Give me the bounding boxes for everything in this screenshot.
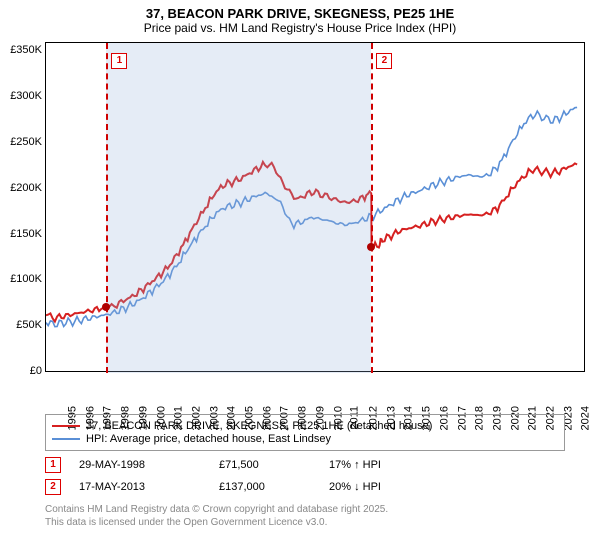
transaction-marker: 1 xyxy=(111,53,127,69)
y-axis-label: £200K xyxy=(2,182,42,194)
legend-item-series-1: 37, BEACON PARK DRIVE, SKEGNESS, PE25 1H… xyxy=(52,420,558,432)
legend-and-footer: 37, BEACON PARK DRIVE, SKEGNESS, PE25 1H… xyxy=(45,414,565,529)
legend-label-2: HPI: Average price, detached house, East… xyxy=(86,433,331,445)
transaction-price: £137,000 xyxy=(219,481,329,493)
chart-subtitle: Price paid vs. HM Land Registry's House … xyxy=(0,21,600,37)
y-axis-label: £50K xyxy=(2,319,42,331)
legend-box: 37, BEACON PARK DRIVE, SKEGNESS, PE25 1H… xyxy=(45,414,565,451)
chart-title: 37, BEACON PARK DRIVE, SKEGNESS, PE25 1H… xyxy=(0,0,600,21)
transaction-marker-inline: 2 xyxy=(45,479,61,495)
transaction-delta: 20% ↓ HPI xyxy=(329,481,381,493)
y-axis-label: £0 xyxy=(2,365,42,377)
y-axis-label: £350K xyxy=(2,44,42,56)
y-axis-label: £100K xyxy=(2,273,42,285)
transaction-marker-inline: 1 xyxy=(45,457,61,473)
legend-item-series-2: HPI: Average price, detached house, East… xyxy=(52,433,558,445)
transaction-date: 17-MAY-2013 xyxy=(79,481,219,493)
transaction-marker: 2 xyxy=(376,53,392,69)
y-axis-label: £250K xyxy=(2,136,42,148)
transaction-delta: 17% ↑ HPI xyxy=(329,459,381,471)
transaction-price: £71,500 xyxy=(219,459,329,471)
x-axis-label: 2024 xyxy=(580,406,592,430)
legend-label-1: 37, BEACON PARK DRIVE, SKEGNESS, PE25 1H… xyxy=(86,420,432,432)
y-axis-label: £150K xyxy=(2,228,42,240)
transaction-row: 1 29-MAY-1998£71,50017% ↑ HPI xyxy=(45,457,565,473)
transaction-date: 29-MAY-1998 xyxy=(79,459,219,471)
plot-area: 12 xyxy=(45,42,585,372)
transaction-row: 2 17-MAY-2013£137,00020% ↓ HPI xyxy=(45,479,565,495)
y-axis-label: £300K xyxy=(2,90,42,102)
attribution-text: Contains HM Land Registry data © Crown c… xyxy=(45,503,565,529)
